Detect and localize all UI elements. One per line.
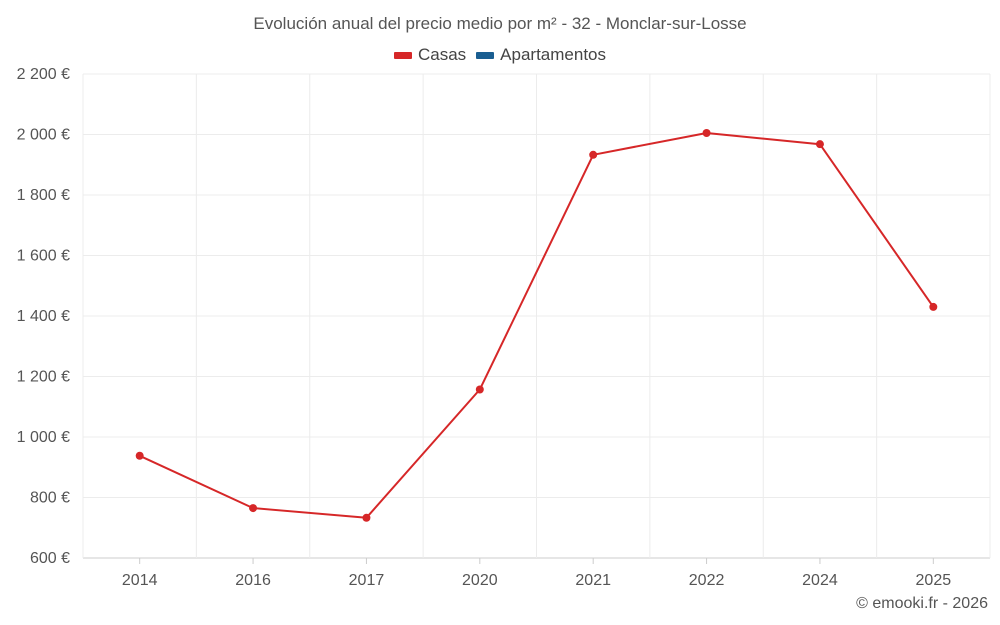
legend-item-casas[interactable]: Casas	[393, 45, 467, 65]
x-tick-label: 2014	[122, 572, 158, 589]
y-tick-label: 2 200 €	[17, 66, 70, 83]
x-tick-label: 2021	[575, 572, 611, 589]
y-tick-label: 1 200 €	[17, 369, 70, 386]
legend-label-casas: Casas	[417, 45, 467, 64]
x-tick-label: 2022	[689, 572, 725, 589]
y-tick-label: 2 000 €	[17, 127, 70, 144]
data-point-casas	[929, 302, 938, 311]
x-tick-label: 2025	[916, 572, 952, 589]
chart-legend[interactable]: Casas Apartamentos	[0, 45, 1000, 65]
y-tick-label: 1 600 €	[17, 248, 70, 265]
chart-title: Evolución anual del precio medio por m² …	[253, 14, 747, 33]
legend-swatch-apartamentos	[476, 51, 495, 59]
series-line-casas	[139, 132, 935, 519]
x-tick-label: 2024	[802, 572, 838, 589]
y-tick-label: 1 400 €	[17, 308, 70, 325]
legend-label-apartamentos: Apartamentos	[500, 45, 607, 64]
legend-swatch-casas	[393, 51, 412, 59]
data-point-casas	[702, 128, 711, 137]
data-point-casas	[362, 513, 371, 522]
y-tick-label: 1 800 €	[17, 187, 70, 204]
data-point-casas	[135, 451, 144, 460]
y-tick-label: 800 €	[30, 490, 70, 507]
x-tick-label: 2020	[462, 572, 498, 589]
credit-text: © emooki.fr - 2026	[856, 595, 988, 612]
y-tick-label: 600 €	[30, 550, 70, 567]
legend-item-apartamentos[interactable]: Apartamentos	[476, 45, 606, 65]
y-tick-label: 1 000 €	[17, 429, 70, 446]
x-tick-label: 2016	[235, 572, 271, 589]
data-point-casas	[815, 140, 824, 149]
data-point-casas	[249, 504, 258, 513]
data-point-casas	[475, 385, 484, 394]
x-tick-label: 2017	[349, 572, 385, 589]
data-point-casas	[589, 150, 598, 159]
